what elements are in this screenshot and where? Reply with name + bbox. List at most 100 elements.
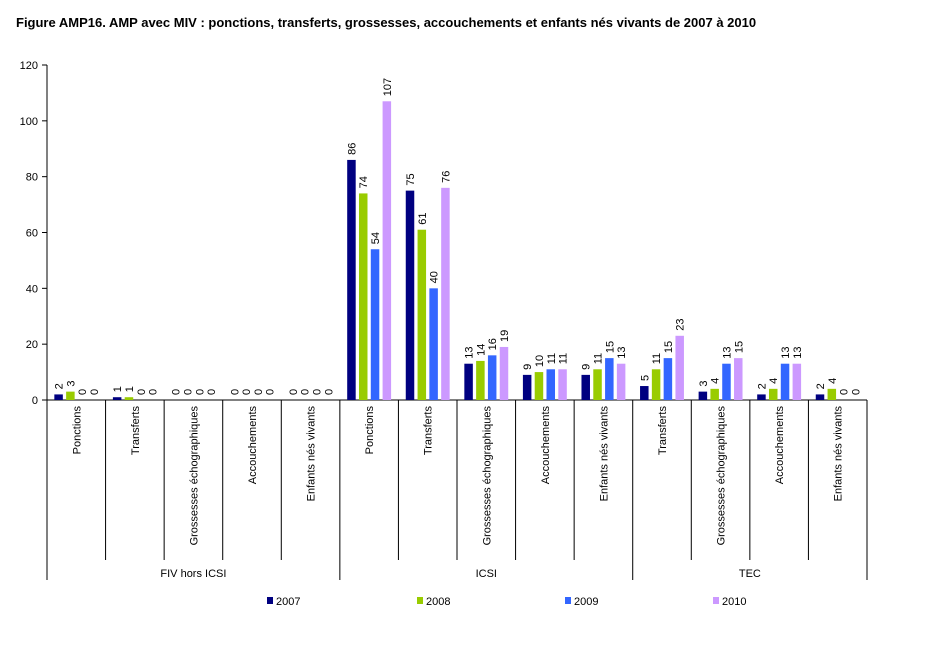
data-label: 9 [581, 364, 593, 370]
data-label: 4 [768, 378, 780, 384]
bar [124, 397, 134, 400]
bar [499, 346, 509, 400]
data-label: 0 [300, 389, 312, 395]
bar [347, 159, 356, 400]
data-label: 0 [311, 389, 323, 395]
y-tick-label: 20 [26, 339, 38, 351]
bar [66, 391, 75, 400]
bar [405, 190, 415, 400]
legend-label: 2007 [276, 596, 300, 608]
category-label: Accouchements [247, 406, 259, 485]
bar [651, 369, 661, 400]
data-label: 13 [721, 346, 733, 358]
data-label: 40 [429, 271, 441, 283]
data-label: 15 [604, 341, 616, 353]
category-label: Transferts [423, 406, 435, 456]
category-label: Grossesses échographiques [481, 406, 493, 546]
bar [382, 101, 392, 401]
legend-label: 2010 [722, 596, 746, 608]
data-label: 15 [663, 341, 675, 353]
data-label: 0 [288, 389, 300, 395]
data-label: 0 [229, 389, 241, 395]
bar [54, 394, 63, 400]
data-label: 0 [850, 389, 862, 395]
bar [827, 388, 837, 400]
legend-swatch [565, 597, 571, 604]
data-label: 74 [358, 176, 370, 188]
category-label: Ponctions [71, 406, 83, 455]
data-label: 0 [171, 389, 183, 395]
data-label: 61 [417, 212, 429, 224]
bar [640, 386, 649, 400]
data-label: 13 [780, 346, 792, 358]
bar [534, 372, 544, 400]
bar [358, 193, 368, 400]
y-tick-label: 60 [26, 228, 38, 240]
data-label: 4 [710, 378, 722, 384]
bar [429, 288, 438, 400]
bar [581, 374, 590, 400]
bar [663, 358, 673, 400]
legend-swatch [417, 597, 423, 604]
category-label: Accouchements [774, 406, 786, 485]
data-label: 11 [593, 353, 605, 364]
data-label: 0 [183, 389, 195, 395]
y-tick-label: 80 [26, 172, 38, 184]
data-label: 0 [194, 389, 206, 395]
bar [487, 355, 497, 400]
data-label: 1 [112, 386, 124, 392]
legend-label: 2009 [574, 596, 598, 608]
data-label: 16 [487, 338, 499, 350]
data-label: 11 [558, 353, 570, 364]
bar [757, 394, 766, 400]
group-label: FIV hors ICSI [160, 568, 226, 580]
data-label: 1 [124, 386, 136, 392]
chart-title: Figure AMP16. AMP avec MIV : ponctions, … [16, 15, 757, 30]
bar [605, 358, 614, 400]
bar [593, 369, 602, 400]
category-label: Grossesses échographiques [716, 406, 728, 546]
category-label: Enfants nés vivants [598, 406, 610, 502]
bar [815, 394, 825, 400]
category-label: Transferts [657, 406, 669, 456]
data-label: 4 [827, 378, 839, 384]
bar [370, 249, 380, 400]
data-label: 13 [616, 346, 628, 358]
data-label: 14 [475, 344, 487, 356]
data-label: 0 [323, 389, 335, 395]
y-tick-label: 40 [26, 283, 38, 295]
bar [675, 335, 684, 400]
y-tick-label: 100 [20, 116, 38, 128]
bar [522, 374, 532, 400]
category-label: Enfants nés vivants [833, 406, 845, 502]
data-label: 0 [77, 389, 89, 395]
bar [112, 397, 122, 400]
data-label: 0 [241, 389, 253, 395]
bar [734, 358, 743, 400]
data-label: 75 [405, 173, 417, 185]
data-label: 5 [639, 375, 651, 381]
bar [464, 363, 473, 400]
group-label: ICSI [476, 568, 497, 580]
bar [417, 229, 427, 400]
bar [616, 363, 626, 400]
data-label: 76 [440, 171, 452, 183]
data-label: 0 [253, 389, 265, 395]
bar [441, 187, 450, 400]
data-label: 23 [675, 319, 687, 331]
bar [476, 360, 485, 400]
category-label: Transferts [130, 406, 142, 456]
data-label: 11 [651, 353, 663, 364]
group-label: TEC [739, 568, 761, 580]
data-label: 2 [815, 383, 827, 389]
data-label: 3 [65, 381, 77, 387]
data-label: 11 [546, 353, 558, 364]
data-label: 9 [522, 364, 534, 370]
data-label: 0 [265, 389, 277, 395]
data-label: 15 [733, 341, 745, 353]
bar [780, 363, 790, 400]
data-label: 0 [839, 389, 851, 395]
legend-label: 2008 [426, 596, 450, 608]
bar [722, 363, 731, 400]
